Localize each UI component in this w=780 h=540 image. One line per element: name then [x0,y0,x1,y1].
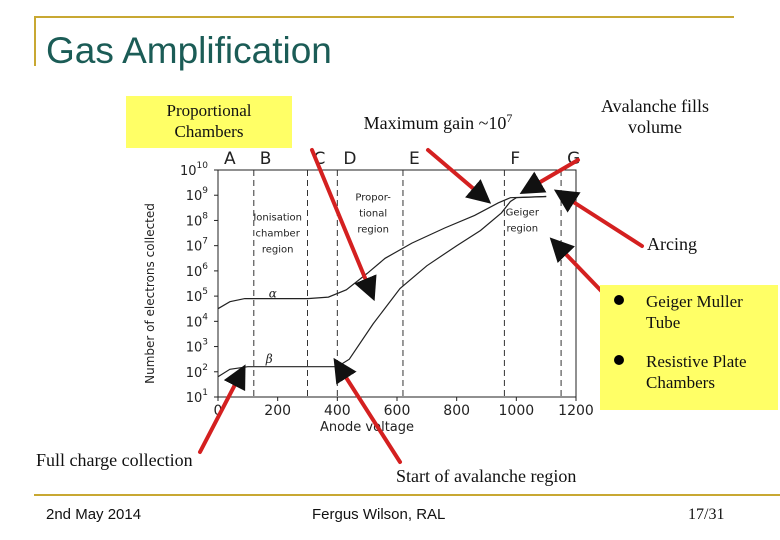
y-tick-label-5: 105 [186,287,208,305]
max-gain-exponent: 7 [506,111,513,125]
full-charge-collection-label: Full charge collection [36,450,193,470]
region-letter-B: B [260,149,272,169]
arrow-start-avalanche [333,357,402,464]
x-tick-label-800: 800 [443,403,470,419]
y-axis-title: Number of electrons collected [143,203,157,384]
proportional-line2: Chambers [174,122,244,141]
y-tick-label-10: 1010 [180,161,208,179]
max-gain-label: Maximum gain ~107 [318,108,558,134]
y-tick-label-9: 109 [186,186,209,204]
series-label-alpha: α [269,286,277,300]
region-letter-E: E [409,149,420,169]
region-text-1-line-0: Propor- [355,192,391,203]
region-letter-A: A [224,149,236,169]
arrow-max-gain [426,148,492,204]
region-text-1-line-2: region [357,224,389,235]
region-text-2-line-0: Geiger [506,207,540,218]
y-tick-label-8: 108 [186,211,209,229]
bullet-dot-icon [614,295,624,305]
series-label-beta: β [265,352,273,366]
avalanche-fills-label: Avalanche fills volume [570,96,740,138]
bullet-list: Geiger Muller Tube Resistive Plate Chamb… [600,285,778,410]
bullet-line1: Resistive Plate [646,352,747,371]
region-text-2-line-1: region [506,223,538,234]
footer-page-number: 17/31 [688,506,725,523]
y-tick-label-2: 102 [186,363,208,381]
arrow-arcing [553,189,644,248]
max-gain-text: Maximum gain ~10 [363,113,507,133]
proportional-line1: Proportional [166,101,252,120]
series-curve-beta [217,195,547,378]
y-tick-label-1: 101 [186,388,208,406]
arrow-proportional [310,148,377,302]
region-letter-D: D [343,149,356,169]
x-axis-title: Anode voltage [320,420,414,435]
x-tick-label-200: 200 [264,403,291,419]
start-avalanche-label: Start of avalanche region [396,466,577,486]
proportional-chambers-label: Proportional Chambers [126,96,292,148]
arrow-avalanche [519,158,580,195]
y-tick-label-7: 107 [186,237,208,255]
region-text-1-line-1: tional [359,208,387,219]
y-tick-label-6: 106 [186,262,209,280]
footer-author: Fergus Wilson, RAL [312,506,446,523]
x-tick-label-1200: 1200 [558,403,594,419]
bullet-line2: Tube [646,313,681,332]
x-tick-label-600: 600 [384,403,411,419]
region-letter-C: C [314,149,326,169]
y-tick-label-4: 104 [186,312,209,330]
x-tick-label-0: 0 [214,403,223,419]
footer-rule [34,494,780,496]
x-tick-label-400: 400 [324,403,351,419]
bullet-line1: Geiger Muller [646,292,743,311]
region-letter-F: F [510,149,520,169]
avalanche-line2: volume [628,117,682,137]
bullet-line2: Chambers [646,373,715,392]
title-top-rule [34,16,734,18]
title-left-rule [34,16,36,66]
series-curve-alpha [217,195,547,310]
region-text-0-line-0: Ionisation [253,212,302,223]
x-tick-label-1000: 1000 [499,403,535,419]
arrow-full-charge [198,364,246,454]
slide-title: Gas Amplification [46,30,332,71]
arcing-label: Arcing [647,234,697,254]
avalanche-line1: Avalanche fills [600,96,710,116]
bullet-dot-icon [614,355,624,365]
footer-date: 2nd May 2014 [46,506,142,523]
y-tick-label-3: 103 [186,338,208,356]
region-text-0-line-1: chamber [256,228,301,239]
region-text-0-line-2: region [262,244,294,255]
